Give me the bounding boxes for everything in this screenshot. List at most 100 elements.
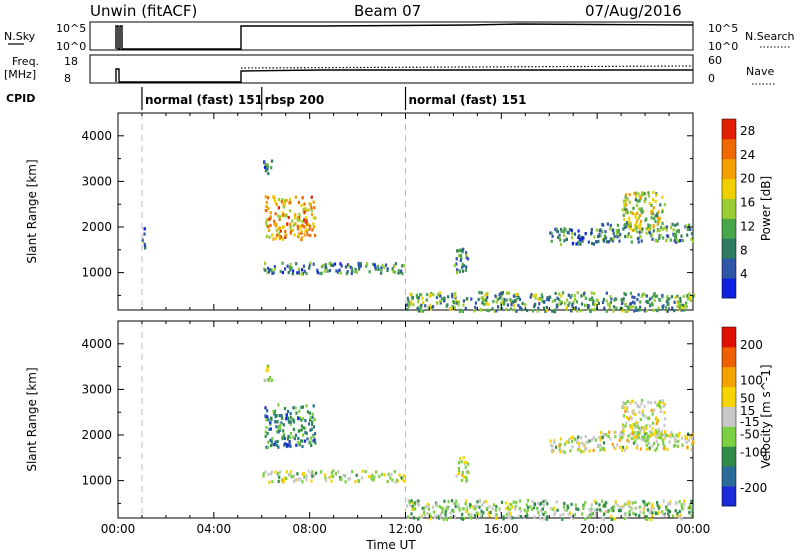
data-cell [451,295,454,299]
data-cell [580,309,583,313]
data-cell [618,438,621,442]
data-cell [574,297,577,301]
data-cell [342,473,345,477]
data-cell [430,305,433,309]
data-cell [446,505,449,509]
data-cell [626,399,629,403]
data-cell [612,509,615,513]
data-cell [323,473,327,477]
data-cell [357,479,361,483]
data-cell [636,225,639,229]
data-cell [386,268,389,273]
data-cell [688,223,691,227]
data-cell [530,293,533,297]
data-cell [451,292,454,296]
data-cell [596,298,599,302]
data-cell [603,503,606,507]
data-cell [638,431,641,435]
data-cell [617,228,620,232]
data-cell [571,439,574,444]
data-cell [350,271,353,276]
data-cell [337,470,340,474]
data-cell [294,195,297,199]
data-cell [654,435,657,439]
data-cell [535,506,539,511]
data-cell [264,434,267,438]
data-cell [354,267,357,271]
data-cell [298,218,301,222]
data-cell [460,460,463,464]
data-cell [617,230,620,234]
data-cell [559,450,562,454]
data-cell [631,228,634,232]
data-cell [680,436,684,440]
data-cell [579,238,582,242]
data-cell [637,308,640,312]
data-cell [432,510,435,514]
data-cell [661,439,664,443]
data-cell [274,420,277,424]
data-cell [665,228,668,232]
data-cell [652,229,655,233]
data-cell [676,222,679,226]
data-cell [523,508,526,512]
data-cell [634,212,637,217]
data-cell [622,432,625,437]
data-cell [613,298,616,302]
data-cell [646,508,650,512]
colorbar-segment [722,486,736,507]
data-cell [455,271,459,275]
data-cell [269,472,273,476]
data-cell [644,415,647,419]
data-cell [690,232,694,236]
data-cell [613,234,616,239]
data-cell [480,291,483,295]
data-cell [653,217,656,221]
data-cell [336,270,340,274]
data-cell [274,200,277,204]
data-cell [267,206,270,211]
data-cell [570,228,573,232]
data-cell [657,306,660,310]
data-cell [621,307,624,311]
data-cell [271,271,274,275]
data-cell [265,204,268,208]
data-cell [476,511,479,515]
data-cell [417,309,420,313]
data-cell [401,264,404,268]
data-cell [656,501,659,505]
data-cell [625,516,628,520]
data-cell [581,239,584,243]
data-cell [683,499,686,503]
data-cell [668,440,671,444]
data-cell [654,199,657,203]
data-cell [591,241,594,246]
data-cell [629,227,632,231]
data-cell [658,216,661,220]
data-cell [542,512,545,517]
y-axis-label: Slant Range [km] [25,367,39,471]
data-cell [304,430,307,435]
data-cell [625,407,629,411]
data-cell [682,294,685,298]
data-cell [609,223,612,227]
data-cell [302,207,305,212]
data-cell [630,210,633,214]
data-cell [264,195,267,199]
data-cell [289,209,292,213]
data-cell [498,292,501,297]
data-cell [632,206,635,210]
data-cell [653,298,656,303]
data-cell [267,472,270,476]
data-cell [285,413,288,417]
colorbar-segment [722,366,736,388]
colorbar-label: Power [dB] [759,176,773,241]
data-cell [270,159,274,163]
data-cell [666,502,670,506]
data-cell [511,516,514,520]
data-cell [501,298,504,302]
data-cell [395,478,399,482]
data-cell [357,261,360,265]
data-cell [465,478,469,482]
data-cell [315,471,318,475]
